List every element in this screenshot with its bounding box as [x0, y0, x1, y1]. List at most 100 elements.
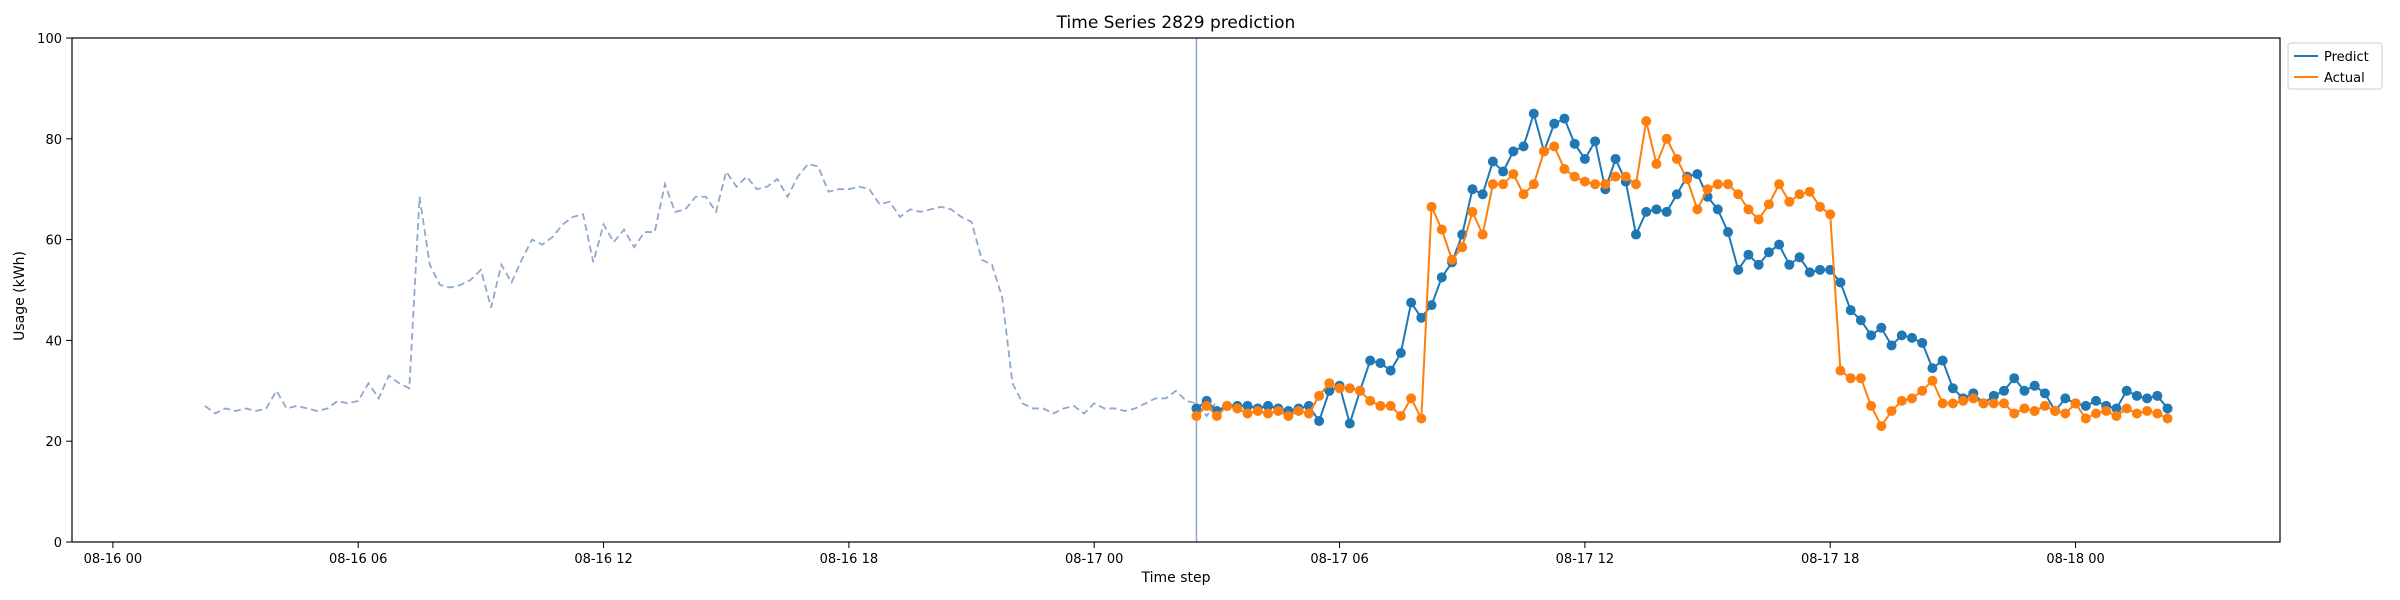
actual-point: [1579, 176, 1590, 187]
actual-point: [1825, 209, 1836, 220]
predict-point: [1774, 239, 1785, 250]
y-tick-label: 40: [45, 334, 62, 349]
actual-point: [1334, 383, 1345, 394]
predict-point: [2152, 390, 2163, 401]
predict-point: [2142, 393, 2153, 404]
actual-point: [1947, 398, 1958, 409]
predict-point: [1947, 383, 1958, 394]
actual-point: [1365, 395, 1376, 406]
predict-point: [1579, 153, 1590, 164]
actual-point: [1590, 179, 1601, 190]
predict-point: [2080, 400, 2091, 411]
predict-point: [1907, 332, 1917, 343]
actual-point: [1487, 179, 1498, 190]
predict-point: [1723, 227, 1733, 238]
actual-point: [1866, 400, 1877, 411]
predict-point: [1866, 330, 1877, 341]
actual-point: [1201, 400, 1212, 411]
actual-point: [1774, 179, 1785, 190]
x-tick-label: 08-16 00: [84, 552, 142, 567]
predict-point: [2029, 380, 2040, 391]
actual-point: [1232, 403, 1243, 414]
actual-point: [1191, 411, 1202, 421]
actual-point: [1876, 421, 1887, 432]
predict-point: [2039, 388, 2050, 399]
actual-point: [1620, 171, 1631, 182]
predict-point: [2060, 393, 2071, 404]
history-line: [204, 162, 1218, 418]
actual-point: [1804, 186, 1815, 197]
actual-point: [1375, 400, 1386, 411]
actual-point: [2019, 403, 2030, 414]
actual-point: [1263, 408, 1273, 419]
x-tick-label: 08-17 12: [1556, 552, 1614, 567]
actual-point: [1610, 171, 1621, 182]
predict-point: [1794, 252, 1805, 263]
y-tick-label: 100: [37, 32, 62, 47]
actual-point: [2009, 408, 2020, 419]
predict-point: [1661, 206, 1672, 217]
actual-point: [1723, 179, 1733, 190]
predict-point: [2019, 385, 2030, 396]
predict-point: [1518, 141, 1529, 152]
actual-point: [1937, 398, 1948, 409]
predict-point: [1763, 247, 1774, 258]
actual-point: [1917, 385, 1928, 396]
actual-point: [2080, 413, 2091, 424]
actual-point: [2050, 405, 2061, 416]
predict-point: [1590, 136, 1601, 147]
predict-point: [1416, 312, 1427, 323]
predict-point: [1743, 249, 1754, 260]
x-tick-label: 08-16 06: [329, 552, 387, 567]
actual-point: [1447, 254, 1457, 265]
predict-point: [1784, 259, 1795, 270]
actual-point: [1518, 189, 1529, 200]
actual-point: [1559, 164, 1570, 175]
actual-point: [1978, 398, 1989, 409]
actual-point: [1426, 201, 1437, 212]
actual-point: [1651, 159, 1662, 169]
actual-point: [2039, 400, 2050, 411]
actual-point: [1344, 383, 1355, 394]
actual-point: [1385, 400, 1396, 411]
actual-point: [1896, 395, 1907, 406]
predict-point: [1477, 189, 1488, 200]
chart-title: Time Series 2829 prediction: [1056, 13, 1296, 33]
predict-point: [1508, 146, 1519, 157]
predict-point: [2162, 403, 2173, 414]
actual-point: [2029, 405, 2040, 416]
y-axis-label: Usage (kWh): [12, 251, 28, 341]
actual-point: [2091, 408, 2101, 419]
predict-point: [1610, 153, 1621, 164]
predict-point: [1314, 416, 1325, 427]
predict-point: [1815, 264, 1825, 275]
predict-point: [1569, 138, 1580, 149]
actual-point: [1702, 184, 1713, 195]
legend-actual-label: Actual: [2324, 71, 2365, 86]
actual-point: [1907, 393, 1917, 404]
predict-point: [1641, 206, 1652, 217]
actual-point: [1763, 199, 1774, 210]
actual-point: [1712, 179, 1723, 190]
legend-predict-label: Predict: [2324, 50, 2369, 65]
predict-point: [1988, 390, 1999, 401]
predict-point: [1671, 189, 1682, 200]
predict-point: [1835, 277, 1846, 288]
axes: 0 20 40 60 80 100 08-16 00 08-16 06 08-16 12 08-1…: [37, 32, 2281, 567]
predict-point: [2111, 403, 2122, 414]
actual-point: [1661, 133, 1672, 144]
actual-point: [1498, 179, 1509, 190]
predict-point: [1426, 300, 1437, 311]
actual-point: [1528, 179, 1539, 190]
predict-point: [1999, 385, 2009, 396]
actual-point: [1467, 206, 1478, 217]
actual-point: [1539, 146, 1549, 157]
predict-point: [1385, 365, 1396, 376]
predict-point: [1549, 118, 1560, 129]
predict-point: [1344, 418, 1355, 429]
actual-point: [2131, 408, 2142, 419]
chart-legend: Predict Actual: [2287, 42, 2383, 90]
predict-point: [1528, 108, 1539, 119]
actual-point: [2152, 408, 2163, 419]
